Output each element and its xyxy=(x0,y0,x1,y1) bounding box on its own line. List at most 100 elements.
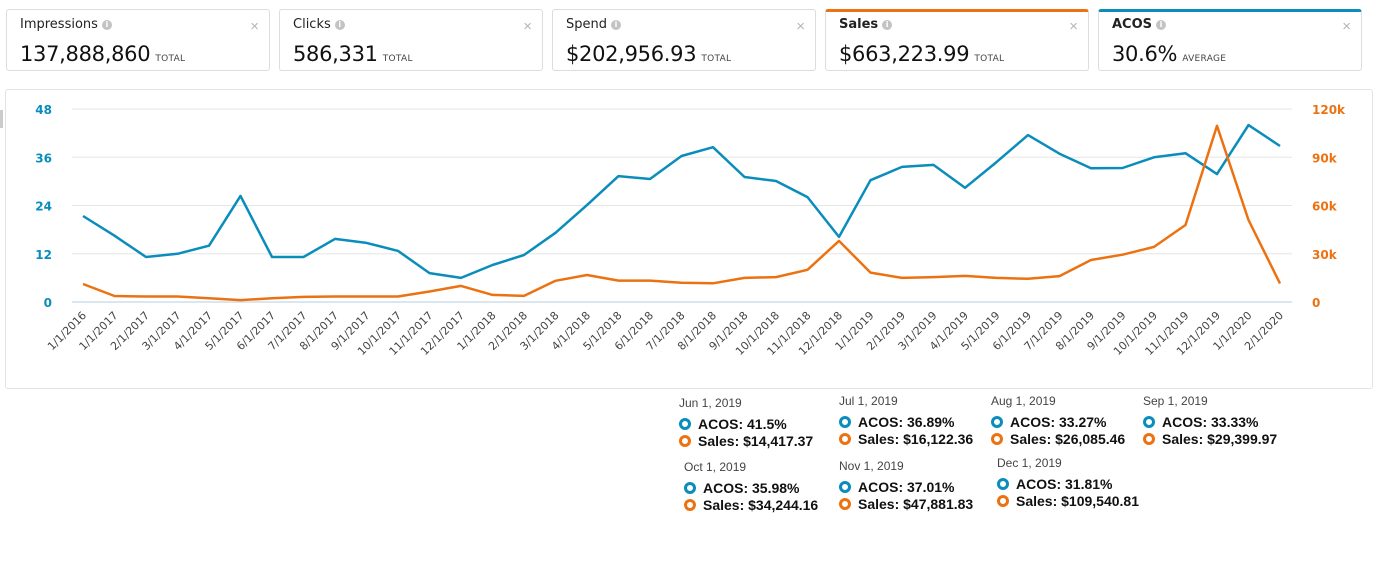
data-tooltip: Nov 1, 2019 ACOS: 37.01% Sales: $47,881.… xyxy=(839,459,973,513)
close-icon[interactable]: × xyxy=(523,18,532,35)
metric-card-acos[interactable]: ACOS i × 30.6% AVERAGE xyxy=(1098,9,1362,71)
tooltip-sales: Sales: $34,244.16 xyxy=(684,497,818,514)
tooltip-acos-text: ACOS: 31.81% xyxy=(1016,476,1113,492)
sales-marker-icon xyxy=(684,499,696,511)
sales-marker-icon xyxy=(997,495,1009,507)
info-icon[interactable]: i xyxy=(882,20,893,30)
metric-unit: TOTAL xyxy=(974,54,1005,64)
info-icon[interactable]: i xyxy=(334,20,345,30)
x-axis: 1/1/20161/1/20172/1/20173/1/20174/1/2017… xyxy=(45,309,1286,358)
metric-card-clicks[interactable]: Clicks i × 586,331 TOTAL xyxy=(279,9,543,71)
metric-value: $663,223.99 TOTAL xyxy=(839,42,1005,66)
acos-marker-icon xyxy=(839,481,851,493)
tooltip-acos-text: ACOS: 36.89% xyxy=(858,414,955,430)
tooltip-sales: Sales: $26,085.46 xyxy=(991,431,1125,448)
metric-label: Clicks i xyxy=(293,17,345,32)
acos-marker-icon xyxy=(839,416,851,428)
acos-marker-icon xyxy=(679,418,691,430)
tooltip-sales-text: Sales: $109,540.81 xyxy=(1016,493,1139,509)
tooltip-acos-text: ACOS: 35.98% xyxy=(703,480,800,496)
metric-label: Spend i xyxy=(566,17,621,32)
tooltip-date: Nov 1, 2019 xyxy=(839,459,904,473)
metric-card-impressions[interactable]: Impressions i × 137,888,860 TOTAL xyxy=(6,9,270,71)
tooltip-date: Oct 1, 2019 xyxy=(684,460,747,474)
acos-marker-icon xyxy=(997,478,1009,490)
metric-label: Impressions i xyxy=(20,17,112,32)
data-tooltip: Oct 1, 2019 ACOS: 35.98% Sales: $34,244.… xyxy=(684,460,818,514)
y-right-tick-label: 60k xyxy=(1312,200,1338,214)
tooltip-sales-text: Sales: $34,244.16 xyxy=(703,497,819,513)
tooltip-acos: ACOS: 41.5% xyxy=(679,416,813,433)
y-right-tick-label: 120k xyxy=(1312,103,1346,117)
sales-marker-icon xyxy=(679,435,691,447)
sales-marker-icon xyxy=(839,498,851,510)
y-right-tick-label: 0 xyxy=(1312,296,1320,310)
y-axis-left: 0 12 24 36 48 xyxy=(35,103,52,310)
metric-unit: TOTAL xyxy=(701,54,732,64)
data-tooltip: Jun 1, 2019 ACOS: 41.5% Sales: $14,417.3… xyxy=(679,396,813,450)
series-line-sales xyxy=(82,124,1282,302)
acos-marker-icon xyxy=(1143,416,1155,428)
tooltip-sales: Sales: $16,122.36 xyxy=(839,431,973,448)
resize-handle[interactable] xyxy=(0,110,3,128)
tooltip-acos-text: ACOS: 33.27% xyxy=(1010,414,1107,430)
tooltip-date: Jul 1, 2019 xyxy=(839,394,898,408)
y-right-tick-label: 90k xyxy=(1312,151,1338,165)
y-right-tick-label: 30k xyxy=(1312,248,1338,262)
tooltip-acos: ACOS: 31.81% xyxy=(997,476,1139,493)
info-icon[interactable]: i xyxy=(101,20,112,30)
data-tooltip: Aug 1, 2019 ACOS: 33.27% Sales: $26,085.… xyxy=(991,394,1125,448)
data-tooltip: Dec 1, 2019 ACOS: 31.81% Sales: $109,540… xyxy=(997,456,1139,510)
data-tooltip: Sep 1, 2019 ACOS: 33.33% Sales: $29,399.… xyxy=(1143,394,1277,448)
gridlines xyxy=(72,108,1292,303)
close-icon[interactable]: × xyxy=(250,18,259,35)
tooltip-sales: Sales: $14,417.37 xyxy=(679,433,813,450)
tooltip-acos-text: ACOS: 33.33% xyxy=(1162,414,1259,430)
line-chart: 0 12 24 36 48 0 30k 60k 90k 120k 1/1/20161/1/201… xyxy=(35,103,1346,358)
info-icon[interactable]: i xyxy=(611,20,621,30)
tooltip-date: Dec 1, 2019 xyxy=(997,456,1062,470)
close-icon[interactable]: × xyxy=(1342,18,1351,35)
metric-cards: Impressions i × 137,888,860 TOTAL Clicks i … xyxy=(6,9,1362,71)
tooltip-sales-text: Sales: $14,417.37 xyxy=(698,433,814,449)
metric-value: 30.6% AVERAGE xyxy=(1112,42,1227,66)
y-left-tick-label: 48 xyxy=(35,103,52,117)
series-line-acos xyxy=(82,123,1281,280)
info-icon[interactable]: i xyxy=(1156,20,1167,30)
sales-marker-icon xyxy=(991,433,1003,445)
metric-card-sales[interactable]: Sales i × $663,223.99 TOTAL xyxy=(825,9,1089,71)
tooltip-sales: Sales: $29,399.97 xyxy=(1143,431,1277,448)
tooltip-acos: ACOS: 37.01% xyxy=(839,479,973,496)
sales-marker-icon xyxy=(839,433,851,445)
y-left-tick-label: 24 xyxy=(35,200,52,214)
metric-value: 137,888,860 TOTAL xyxy=(20,42,186,66)
metric-label: Sales i xyxy=(839,17,893,32)
tooltip-date: Jun 1, 2019 xyxy=(679,396,742,410)
close-icon[interactable]: × xyxy=(796,18,805,35)
tooltip-sales-text: Sales: $29,399.97 xyxy=(1162,431,1278,447)
y-left-tick-label: 0 xyxy=(44,296,52,310)
y-left-tick-label: 36 xyxy=(35,151,52,165)
data-tooltip: Jul 1, 2019 ACOS: 36.89% Sales: $16,122.… xyxy=(839,394,973,448)
sales-marker-icon xyxy=(1143,433,1155,445)
metric-value: 586,331 TOTAL xyxy=(293,42,413,66)
tooltip-acos: ACOS: 36.89% xyxy=(839,414,973,431)
chart-panel xyxy=(5,89,1373,389)
metric-unit: TOTAL xyxy=(382,54,413,64)
tooltip-date: Aug 1, 2019 xyxy=(991,394,1056,408)
tooltip-sales: Sales: $47,881.83 xyxy=(839,496,973,513)
tooltip-sales: Sales: $109,540.81 xyxy=(997,493,1139,510)
y-axis-right: 0 30k 60k 90k 120k xyxy=(1312,103,1346,310)
tooltip-acos-text: ACOS: 41.5% xyxy=(698,416,787,432)
tooltip-acos-text: ACOS: 37.01% xyxy=(858,479,955,495)
close-icon[interactable]: × xyxy=(1069,18,1078,35)
tooltip-acos: ACOS: 33.27% xyxy=(991,414,1125,431)
metric-card-spend[interactable]: Spend i × $202,956.93 TOTAL xyxy=(552,9,816,71)
tooltip-sales-text: Sales: $26,085.46 xyxy=(1010,431,1126,447)
metric-label: ACOS i xyxy=(1112,17,1167,32)
tooltip-date: Sep 1, 2019 xyxy=(1143,394,1208,408)
tooltip-acos: ACOS: 35.98% xyxy=(684,480,818,497)
tooltip-sales-text: Sales: $16,122.36 xyxy=(858,431,974,447)
metric-unit: TOTAL xyxy=(155,54,186,64)
series-lines xyxy=(82,123,1282,302)
